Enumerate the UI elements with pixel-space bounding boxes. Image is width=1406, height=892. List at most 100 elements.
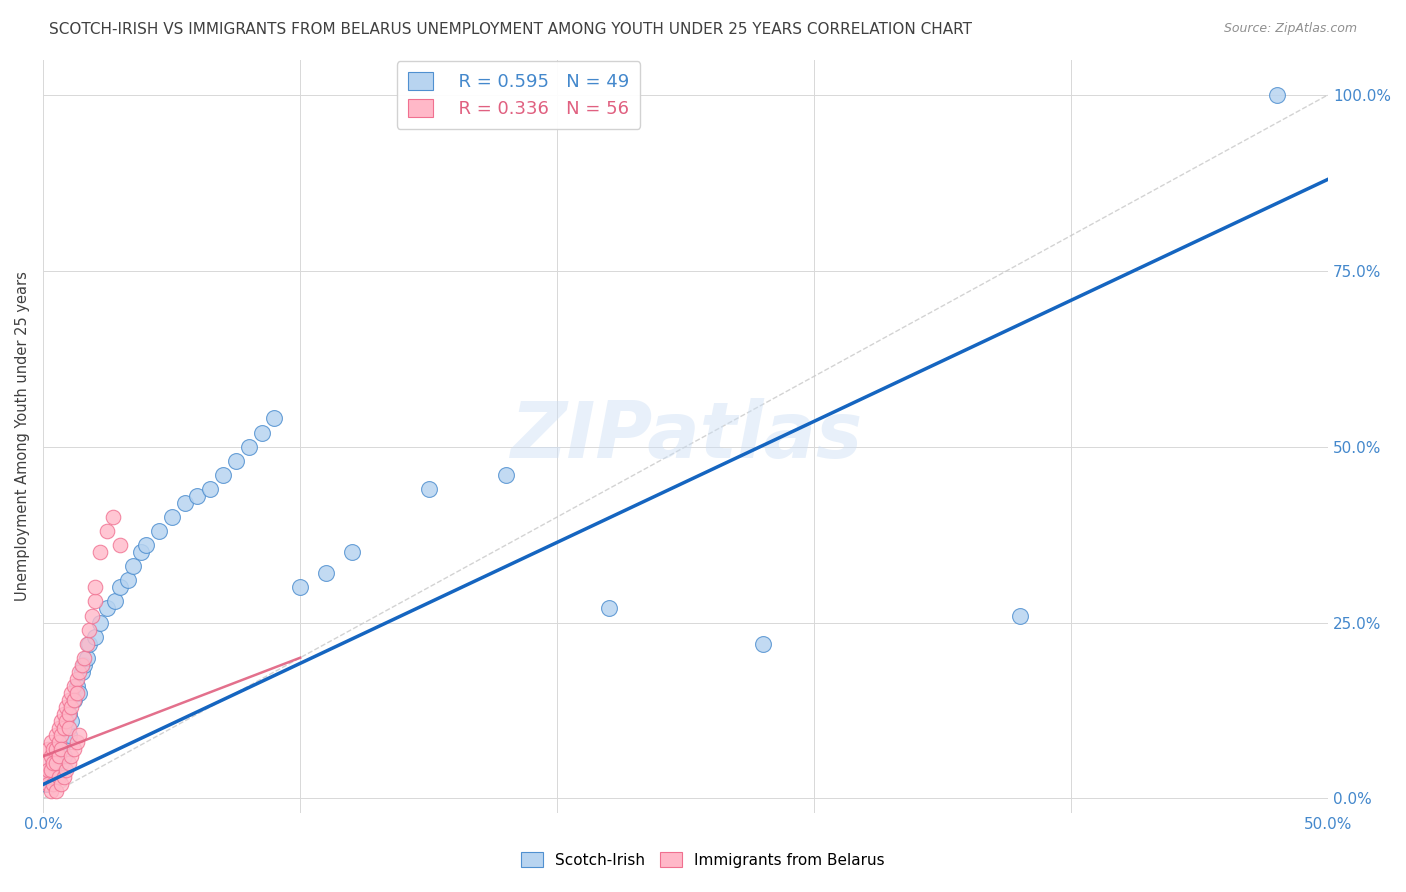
Point: [39, 784, 62, 798]
Point: [173, 496, 195, 510]
Point: [65, 672, 87, 686]
Point: [70, 665, 93, 679]
Point: [58, 728, 80, 742]
Point: [76, 650, 98, 665]
Point: [83, 594, 105, 608]
Point: [89, 615, 111, 630]
Point: [58, 693, 80, 707]
Point: [418, 482, 440, 496]
Point: [1008, 608, 1031, 623]
Point: [67, 728, 90, 742]
Point: [37, 777, 59, 791]
Point: [110, 538, 132, 552]
Point: [60, 686, 83, 700]
Text: SCOTCH-IRISH VS IMMIGRANTS FROM BELARUS UNEMPLOYMENT AMONG YOUTH UNDER 25 YEARS : SCOTCH-IRISH VS IMMIGRANTS FROM BELARUS …: [49, 22, 972, 37]
Point: [48, 721, 70, 735]
Point: [65, 686, 87, 700]
Point: [148, 524, 170, 538]
Text: ZIPatlas: ZIPatlas: [509, 398, 862, 474]
Point: [110, 580, 132, 594]
Point: [263, 411, 285, 425]
Point: [96, 601, 118, 615]
Point: [37, 764, 59, 778]
Point: [45, 764, 67, 778]
Point: [83, 580, 105, 594]
Point: [1265, 87, 1288, 102]
Point: [42, 777, 65, 791]
Point: [42, 756, 65, 771]
Point: [63, 693, 86, 707]
Point: [117, 574, 139, 588]
Point: [76, 637, 98, 651]
Point: [58, 756, 80, 771]
Point: [290, 580, 312, 594]
Point: [65, 735, 87, 749]
Legend:   R = 0.595   N = 49,   R = 0.336   N = 56: R = 0.595 N = 49, R = 0.336 N = 56: [396, 61, 641, 128]
Point: [73, 657, 96, 672]
Text: Source: ZipAtlas.com: Source: ZipAtlas.com: [1223, 22, 1357, 36]
Point: [250, 425, 273, 440]
Point: [52, 749, 75, 764]
Point: [45, 784, 67, 798]
Point: [83, 630, 105, 644]
Point: [45, 756, 67, 771]
Point: [67, 686, 90, 700]
Point: [51, 756, 73, 771]
Point: [65, 679, 87, 693]
Point: [48, 749, 70, 764]
Point: [63, 693, 86, 707]
Point: [37, 742, 59, 756]
Point: [73, 650, 96, 665]
Point: [89, 545, 111, 559]
Point: [51, 728, 73, 742]
Point: [45, 749, 67, 764]
Point: [160, 510, 183, 524]
Point: [48, 770, 70, 784]
Point: [48, 735, 70, 749]
Point: [80, 608, 103, 623]
Point: [42, 756, 65, 771]
Point: [63, 679, 86, 693]
Point: [39, 749, 62, 764]
Point: [70, 657, 93, 672]
Point: [60, 749, 83, 764]
Point: [598, 601, 620, 615]
Point: [52, 770, 75, 784]
Point: [55, 714, 77, 728]
Point: [35, 756, 58, 771]
Point: [35, 770, 58, 784]
Point: [212, 467, 235, 482]
Point: [39, 764, 62, 778]
Point: [51, 742, 73, 756]
Point: [315, 566, 337, 581]
Point: [79, 623, 101, 637]
Point: [58, 706, 80, 721]
Point: [35, 777, 58, 791]
Point: [52, 735, 75, 749]
Point: [58, 721, 80, 735]
Point: [186, 489, 208, 503]
Point: [79, 637, 101, 651]
Point: [37, 770, 59, 784]
Point: [122, 559, 145, 574]
Point: [495, 467, 517, 482]
Point: [340, 545, 363, 559]
Point: [104, 594, 127, 608]
Point: [58, 706, 80, 721]
Point: [55, 764, 77, 778]
Point: [39, 764, 62, 778]
Point: [135, 538, 157, 552]
Point: [52, 721, 75, 735]
Point: [55, 700, 77, 714]
Point: [51, 777, 73, 791]
Point: [63, 742, 86, 756]
Point: [48, 742, 70, 756]
Point: [67, 665, 90, 679]
Point: [39, 735, 62, 749]
Point: [60, 714, 83, 728]
Point: [96, 524, 118, 538]
Point: [45, 742, 67, 756]
Point: [52, 706, 75, 721]
Legend: Scotch-Irish, Immigrants from Belarus: Scotch-Irish, Immigrants from Belarus: [513, 845, 893, 875]
Point: [42, 742, 65, 756]
